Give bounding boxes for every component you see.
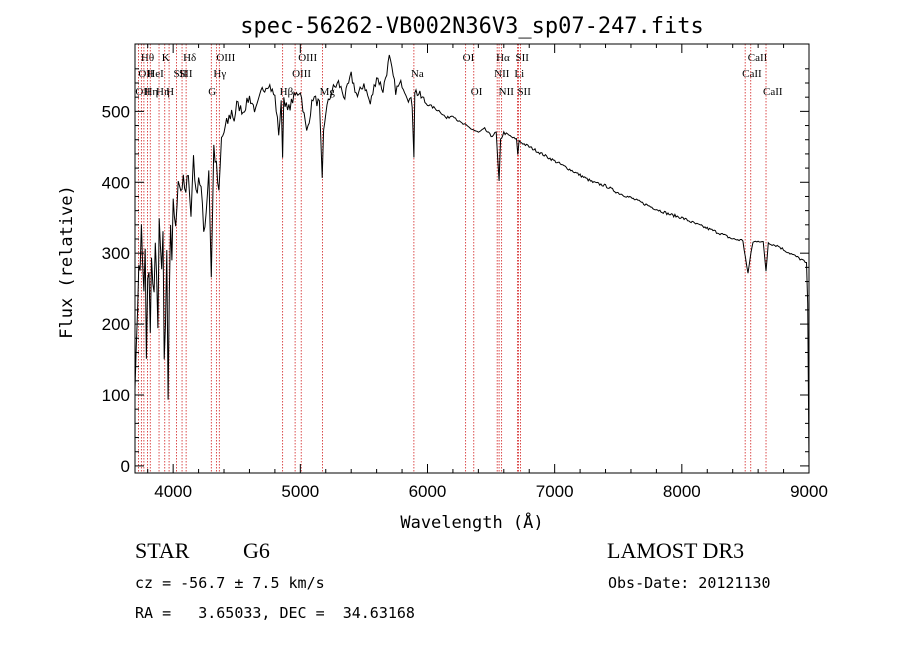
spectral-line-label: OIII <box>216 52 235 64</box>
spectral-line-label: Na <box>411 68 424 80</box>
survey-name: LAMOST DR3 <box>607 538 745 563</box>
spectral-line-label: OI <box>463 52 475 64</box>
y-tick-label: 0 <box>121 457 130 476</box>
y-axis-label: Flux (relative) <box>57 185 77 339</box>
y-tick-label: 200 <box>102 315 130 334</box>
observation-date: Obs-Date: 20121130 <box>608 574 771 592</box>
spectral-line-label: SII <box>173 68 187 80</box>
sky-coordinates: RA = 3.65033, DEC = 34.63168 <box>135 604 415 622</box>
spectral-line-label: SII <box>516 52 530 64</box>
x-tick-label: 8000 <box>663 482 701 501</box>
spectral-line-label: Hα <box>496 52 510 64</box>
spectral-line-label: CaII <box>742 68 762 80</box>
y-tick-label: 400 <box>102 173 130 192</box>
x-axis-label: Wavelength (Å) <box>400 511 543 533</box>
spectral-line-label: Hη <box>156 86 170 98</box>
object-class: STAR <box>135 538 190 563</box>
spectral-line-label: Li <box>514 68 524 80</box>
spectral-line-label: SII <box>179 68 193 80</box>
chart-title: spec-56262-VB002N36V3_sp07-247.fits <box>240 14 704 39</box>
object-subclass: G6 <box>243 538 270 563</box>
x-tick-label: 7000 <box>536 482 574 501</box>
y-tick-label: 500 <box>102 102 130 121</box>
spectral-line-label: H <box>166 86 174 98</box>
flux-series-line <box>134 54 810 466</box>
spectral-line-label: Hδ <box>183 52 196 64</box>
x-tick-label: 4000 <box>154 482 192 501</box>
spectral-line-label: CaII <box>748 52 768 64</box>
x-tick-label: 6000 <box>409 482 447 501</box>
spectral-line-label: Hγ <box>213 68 226 80</box>
spectral-line-label: NII <box>499 86 515 98</box>
spectral-line-label: Hβ <box>280 86 294 98</box>
spectral-line-markers: OIIOIIHθHηHeIHηKHSIIHδSIIGHγOIIIHβOIIIOI… <box>135 44 783 473</box>
axis-ticks: 4000 5000 6000 7000 8000 9000 0 100 200 300 400 500 <box>102 44 828 501</box>
y-tick-label: 300 <box>102 244 130 263</box>
spectral-line-label: G <box>208 86 216 98</box>
redshift-value: cz = -56.7 ± 7.5 km/s <box>135 574 325 592</box>
spectral-line-label: OIII <box>298 52 317 64</box>
spectral-line-label: Hθ <box>141 52 154 64</box>
spectral-line-label: K <box>162 52 170 64</box>
spectral-line-label: Hη <box>144 86 158 98</box>
spectral-line-label: OI <box>471 86 483 98</box>
x-tick-label: 9000 <box>790 482 828 501</box>
spectral-line-label: CaII <box>763 86 783 98</box>
x-tick-label: 5000 <box>281 482 319 501</box>
spectral-line-label: HeI <box>147 68 164 80</box>
spectral-line-label: OIII <box>292 68 311 80</box>
y-tick-label: 100 <box>102 386 130 405</box>
spectral-line-label: SII <box>517 86 531 98</box>
plot-frame <box>134 43 810 474</box>
